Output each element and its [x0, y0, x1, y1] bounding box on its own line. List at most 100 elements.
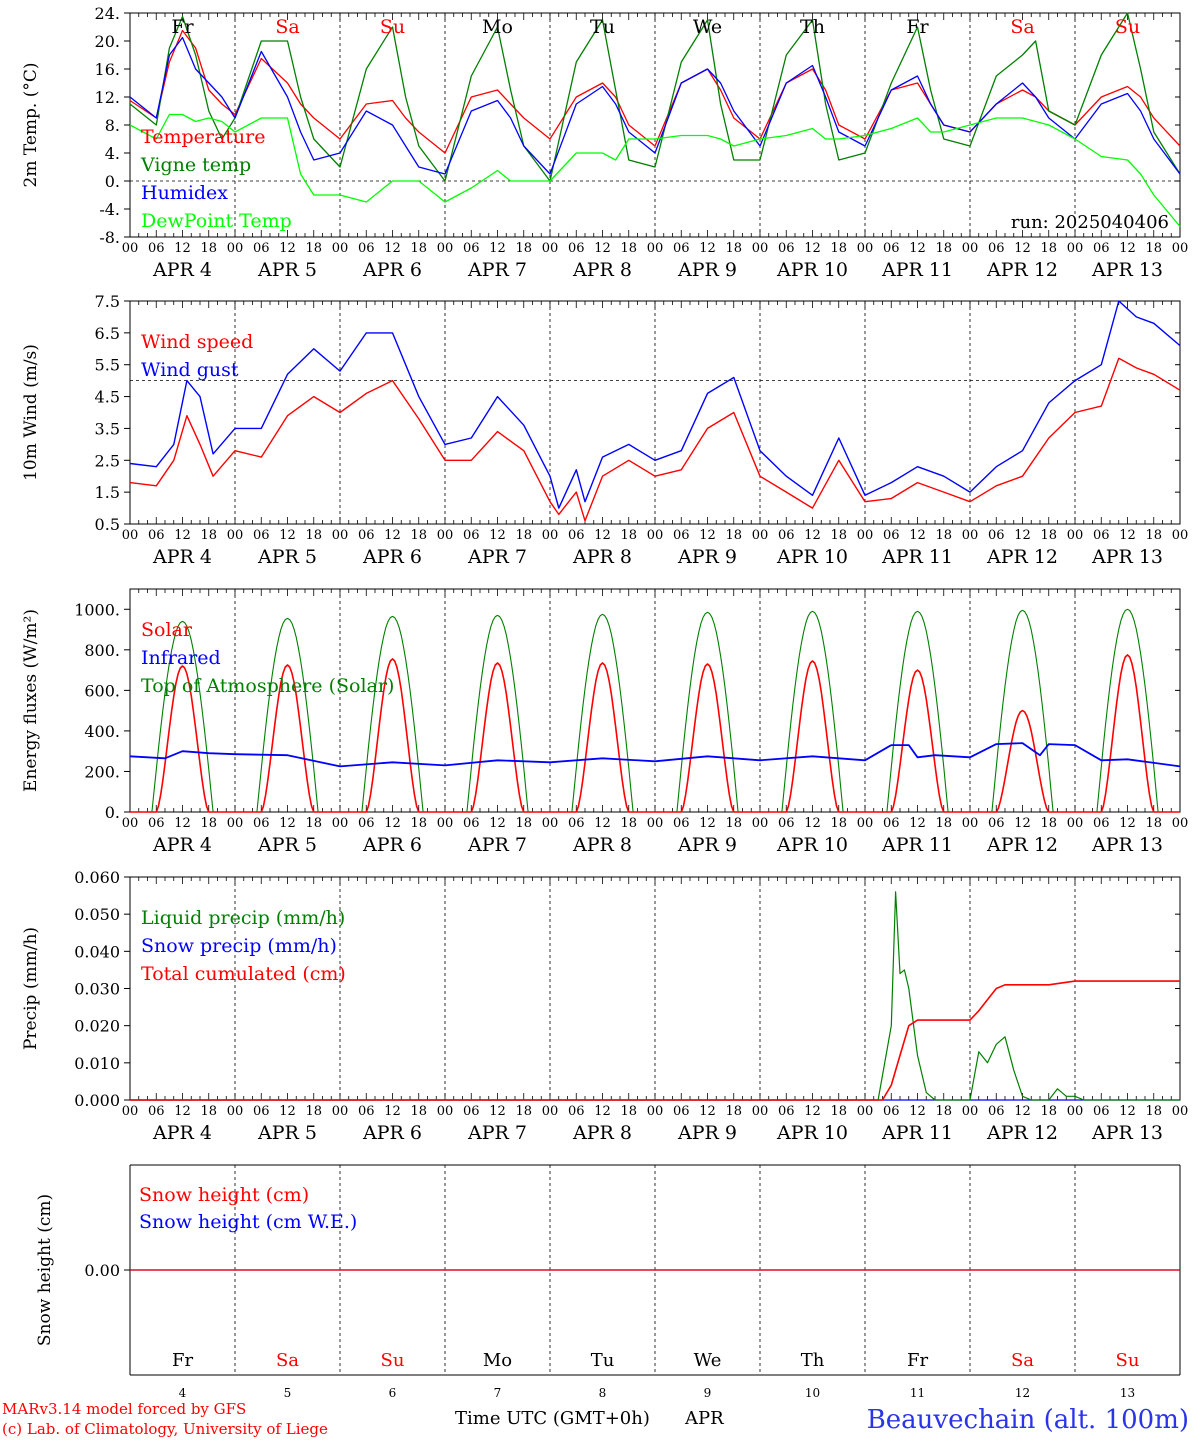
y-axis-title: Energy fluxes (W/m²): [21, 609, 41, 792]
date-label: APR 5: [257, 546, 317, 568]
legend-entry: Vigne temp: [140, 154, 251, 176]
hour-tick-label: 00: [437, 1104, 454, 1119]
date-label: APR 10: [776, 834, 848, 856]
solar-line: [340, 658, 445, 813]
day-name: Mo: [482, 16, 513, 38]
hour-tick-label: 00: [962, 528, 979, 543]
hour-tick-label: 06: [358, 528, 375, 543]
hour-tick-label: 12: [489, 241, 506, 256]
hour-tick-label: 00: [122, 241, 139, 256]
y-axis-title: 2m Temp. (°C): [21, 62, 41, 187]
hour-tick-label: 06: [988, 816, 1005, 831]
day-name: Tu: [591, 1350, 615, 1371]
day-number: 9: [704, 1386, 712, 1400]
hour-tick-label: 12: [909, 816, 926, 831]
hour-tick-label: 06: [463, 241, 480, 256]
hour-tick-label: 00: [1172, 241, 1189, 256]
toa-solar-line: [865, 610, 970, 813]
date-label: APR 12: [986, 834, 1058, 856]
solar-line: [865, 669, 970, 813]
day-name: Sa: [1010, 16, 1034, 38]
hour-tick-label: 00: [857, 528, 874, 543]
series-line: [129, 357, 1181, 522]
date-label: APR 8: [572, 546, 632, 568]
x-axis-month: APR: [684, 1408, 724, 1429]
date-label: APR 4: [152, 259, 212, 281]
date-label: APR 6: [362, 1122, 422, 1144]
y-tick-label: 0.030: [74, 980, 120, 999]
date-label: APR 7: [467, 546, 527, 568]
y-tick-label: 1.5: [95, 483, 120, 502]
hour-tick-label: 12: [1014, 816, 1031, 831]
hour-tick-label: 18: [935, 241, 952, 256]
day-number: 8: [599, 1386, 607, 1400]
panel-4: 0.060 0.050 0.040 0.030 0.020 0.010 0.000 Preci…: [21, 868, 1188, 1144]
hour-tick-label: 00: [332, 241, 349, 256]
date-label: APR 11: [881, 546, 953, 568]
panels: 24. 20. 16. 12. 8. 4. 0. -4. -8. 2m Temp. (°C) Fr S…: [21, 4, 1188, 1400]
hour-tick-label: 12: [384, 241, 401, 256]
toa-solar-line: [1075, 608, 1180, 813]
hour-tick-label: 00: [752, 1104, 769, 1119]
date-label: APR 6: [362, 834, 422, 856]
day-name: We: [693, 16, 722, 38]
date-label: APR 11: [881, 1122, 953, 1144]
hour-tick-label: 18: [620, 816, 637, 831]
day-number: 6: [389, 1386, 397, 1400]
legend-entry: Snow height (cm): [139, 1184, 309, 1206]
date-label: APR 10: [776, 1122, 848, 1144]
hour-tick-label: 12: [699, 528, 716, 543]
panel-2: 7.5 6.5 5.5 4.5 3.5 2.5 1.5 0.5 10m Wind (m/s) Wi…: [21, 292, 1188, 568]
day-name: Fr: [907, 1350, 928, 1371]
hour-tick-label: 06: [673, 528, 690, 543]
hour-tick-label: 00: [752, 816, 769, 831]
y-tick-label: 16.: [95, 60, 120, 79]
day-name: Fr: [171, 16, 194, 38]
hour-tick-label: 18: [410, 241, 427, 256]
date-label: APR 5: [257, 834, 317, 856]
hour-tick-label: 06: [148, 1104, 165, 1119]
hour-tick-label: 18: [200, 1104, 217, 1119]
legend-entry: DewPoint Temp: [141, 210, 292, 232]
hour-tick-label: 12: [594, 1104, 611, 1119]
y-tick-label: 800.: [84, 641, 120, 660]
hour-tick-label: 18: [200, 528, 217, 543]
plot-frame: [129, 588, 1181, 813]
panel-1: 24. 20. 16. 12. 8. 4. 0. -4. -8. 2m Temp. (°C) Fr S…: [21, 4, 1188, 281]
hour-tick-label: 06: [778, 528, 795, 543]
date-label: APR 10: [776, 259, 848, 281]
y-tick-label: 0.060: [74, 868, 120, 887]
date-label: APR 13: [1091, 259, 1163, 281]
hour-tick-label: 12: [1014, 528, 1031, 543]
day-name: Th: [801, 1350, 825, 1371]
solar-line: [1075, 654, 1180, 813]
hour-tick-label: 12: [909, 1104, 926, 1119]
day-name: Fr: [172, 1350, 193, 1371]
hour-tick-label: 18: [410, 816, 427, 831]
hour-tick-label: 00: [227, 1104, 244, 1119]
hour-tick-label: 00: [227, 241, 244, 256]
hour-tick-label: 12: [384, 1104, 401, 1119]
hour-tick-label: 18: [200, 241, 217, 256]
date-label: APR 5: [257, 1122, 317, 1144]
date-label: APR 7: [467, 1122, 527, 1144]
hour-tick-label: 12: [174, 241, 191, 256]
y-tick-label: 0.: [105, 172, 120, 191]
hour-tick-label: 12: [1119, 1104, 1136, 1119]
day-name: Fr: [906, 16, 929, 38]
hour-tick-label: 06: [358, 816, 375, 831]
hour-tick-label: 00: [437, 241, 454, 256]
y-tick-label: -8.: [99, 228, 120, 247]
hour-tick-label: 00: [752, 528, 769, 543]
hour-tick-label: 06: [358, 1104, 375, 1119]
hour-tick-label: 18: [620, 1104, 637, 1119]
date-label: APR 6: [362, 259, 422, 281]
hour-tick-label: 18: [830, 241, 847, 256]
y-tick-label: 0.050: [74, 905, 120, 924]
hour-tick-label: 18: [725, 816, 742, 831]
y-tick-label: 0.5: [95, 515, 120, 534]
hour-tick-label: 18: [515, 241, 532, 256]
date-label: APR 12: [986, 546, 1058, 568]
date-label: APR 6: [362, 546, 422, 568]
legend-entry: Wind gust: [141, 359, 239, 381]
